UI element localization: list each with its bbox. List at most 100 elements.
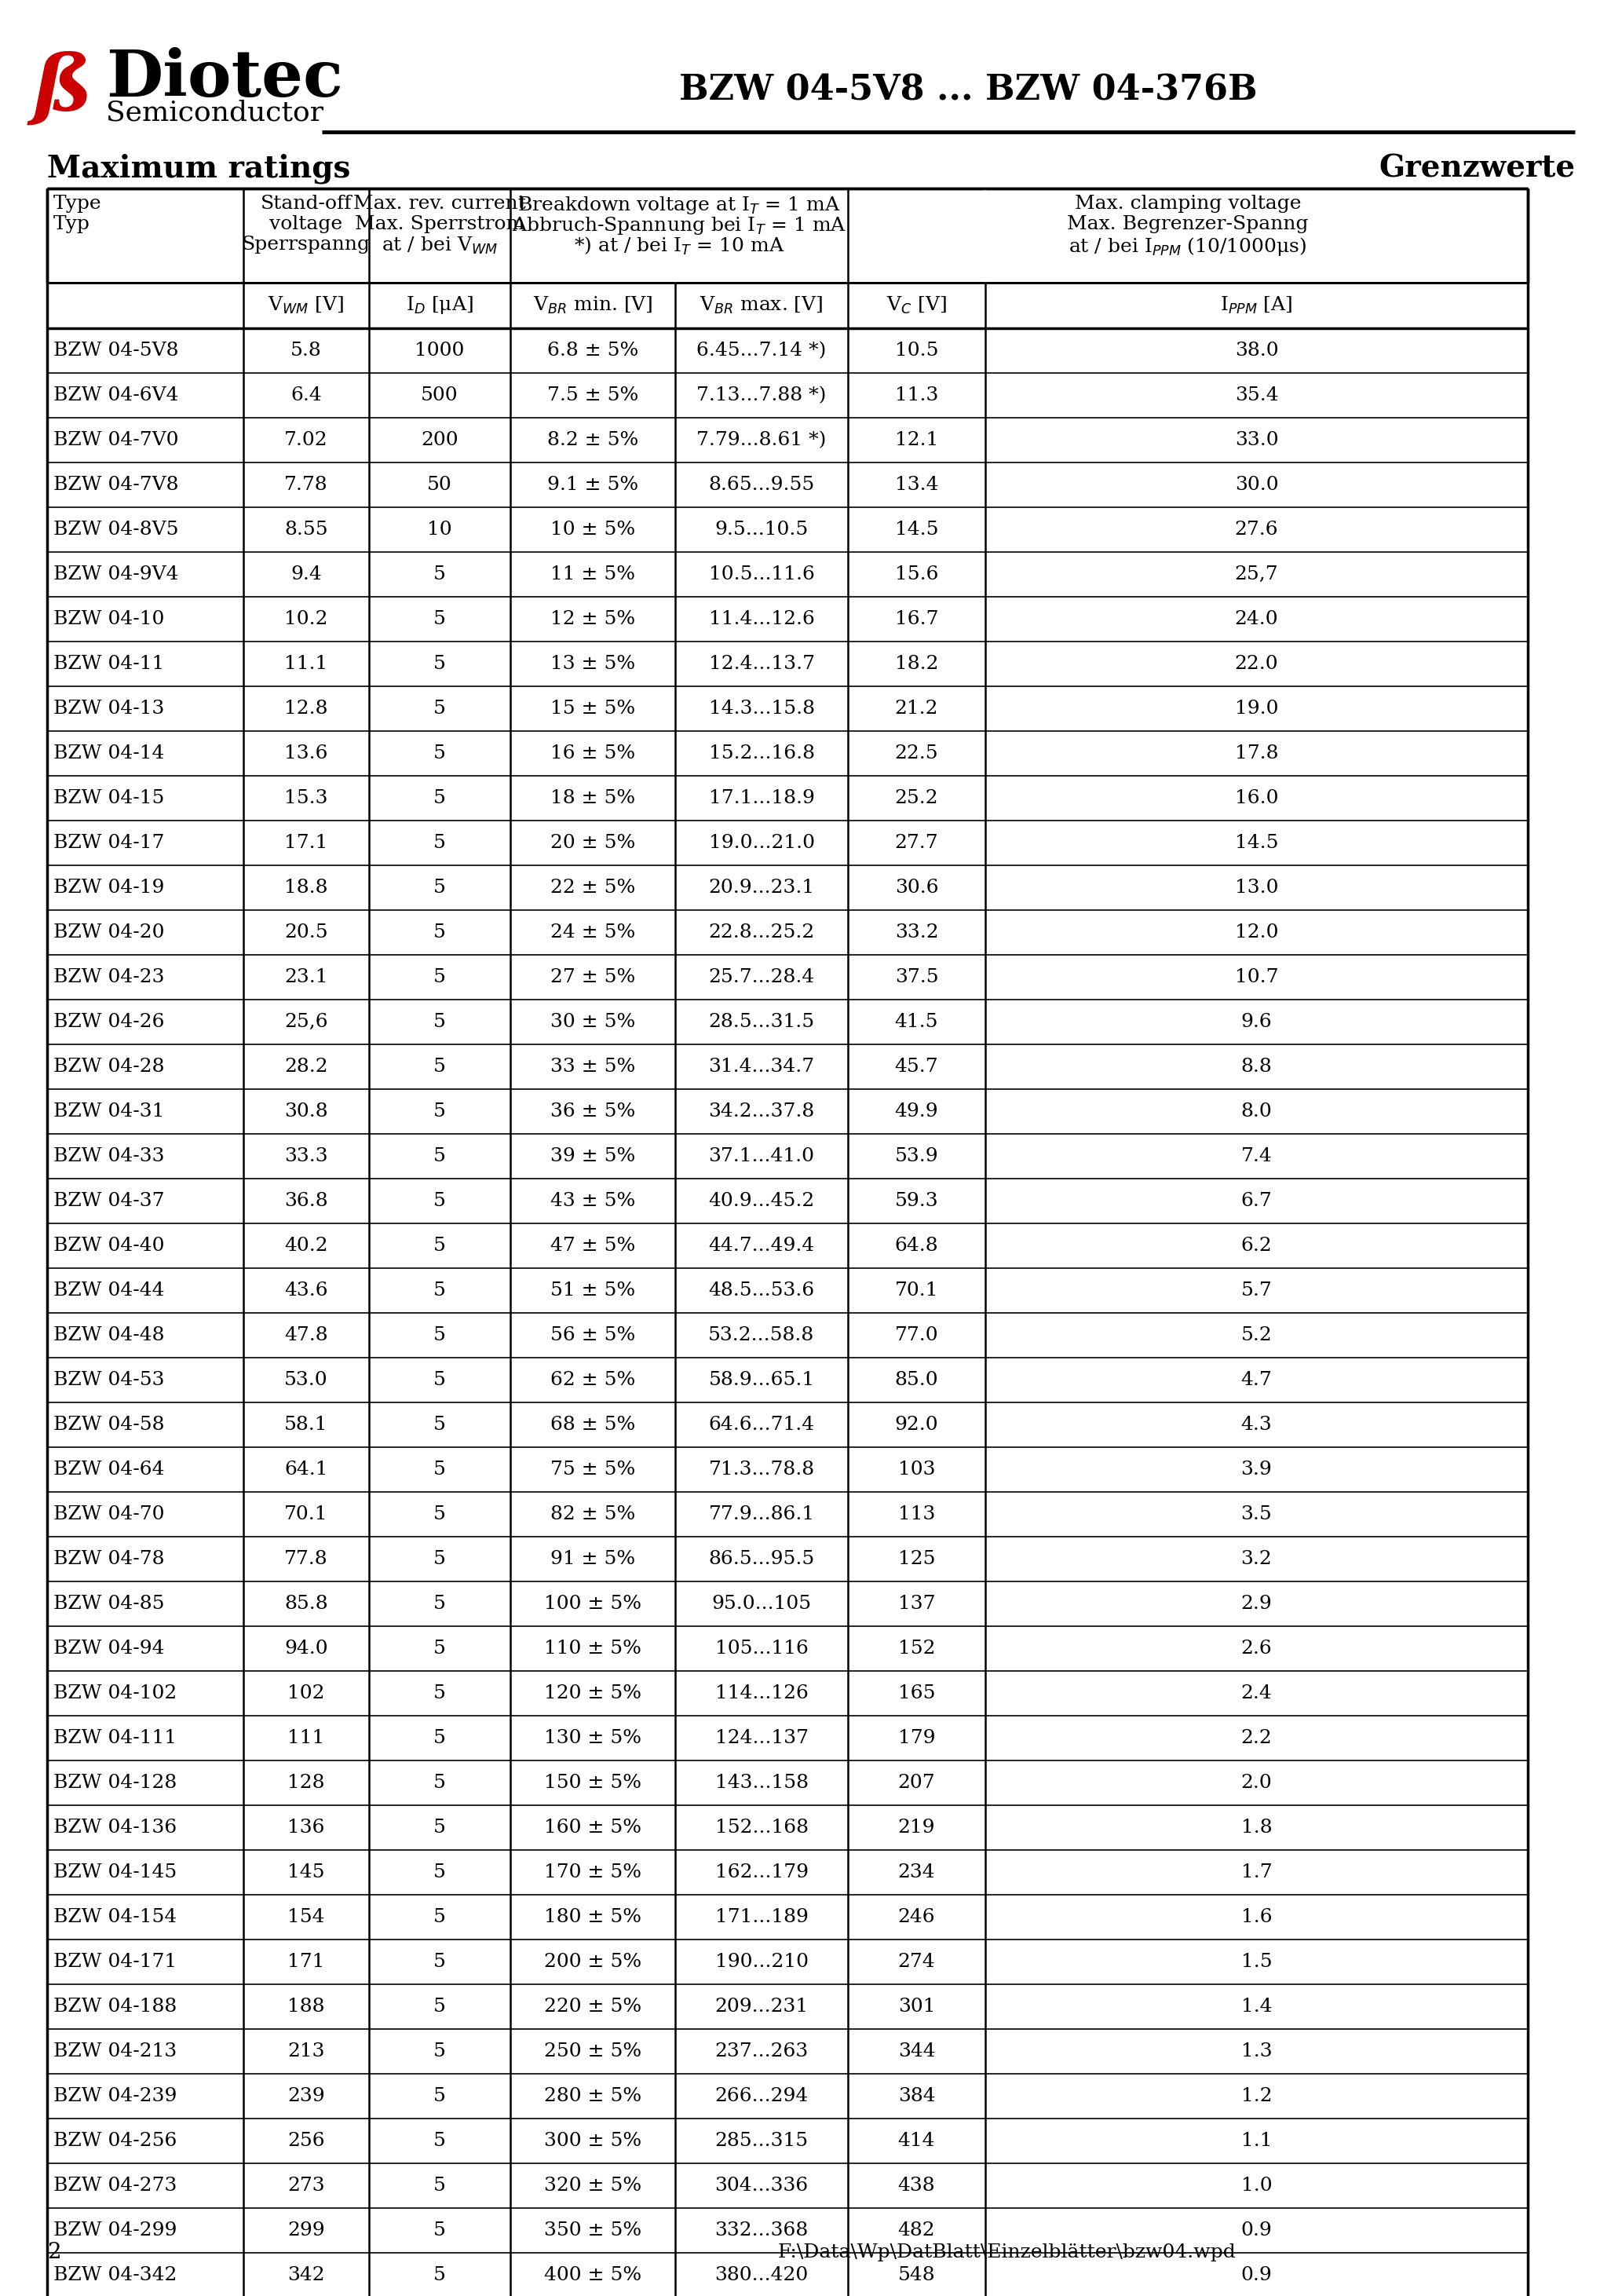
Text: 28.5...31.5: 28.5...31.5 xyxy=(709,1013,814,1031)
Text: 207: 207 xyxy=(899,1775,936,1791)
Text: 103: 103 xyxy=(899,1460,936,1479)
Text: 152...168: 152...168 xyxy=(715,1818,808,1837)
Text: BZW 04-5V8 ... BZW 04-376B: BZW 04-5V8 ... BZW 04-376B xyxy=(680,73,1257,108)
Text: 400 ± 5%: 400 ± 5% xyxy=(543,2266,641,2285)
Text: 49.9: 49.9 xyxy=(895,1102,939,1120)
Text: 482: 482 xyxy=(899,2223,936,2239)
Text: Breakdown voltage at I$_T$ = 1 mA: Breakdown voltage at I$_T$ = 1 mA xyxy=(517,195,840,216)
Text: 2.0: 2.0 xyxy=(1241,1775,1272,1791)
Text: Typ: Typ xyxy=(54,216,91,234)
Text: 4.7: 4.7 xyxy=(1241,1371,1272,1389)
Text: 200 ± 5%: 200 ± 5% xyxy=(543,1954,641,1970)
Text: 1.6: 1.6 xyxy=(1241,1908,1272,1926)
Text: 68 ± 5%: 68 ± 5% xyxy=(550,1417,636,1433)
Text: BZW 04-10: BZW 04-10 xyxy=(54,611,164,629)
Text: 70.1: 70.1 xyxy=(284,1506,328,1522)
Text: Max. rev. current: Max. rev. current xyxy=(354,195,526,214)
Text: 45.7: 45.7 xyxy=(895,1058,939,1077)
Text: 5: 5 xyxy=(433,2177,446,2195)
Text: 500: 500 xyxy=(422,386,459,404)
Text: 152: 152 xyxy=(899,1639,936,1658)
Text: 332...368: 332...368 xyxy=(715,2223,808,2239)
Text: 234: 234 xyxy=(899,1864,936,1880)
Text: 9.5...10.5: 9.5...10.5 xyxy=(715,521,808,540)
Text: BZW 04-102: BZW 04-102 xyxy=(54,1685,177,1701)
Text: 5: 5 xyxy=(433,611,446,629)
Text: 13.4: 13.4 xyxy=(895,475,939,494)
Text: 17.1: 17.1 xyxy=(284,833,328,852)
Text: 19.0: 19.0 xyxy=(1234,700,1278,719)
Text: 33.2: 33.2 xyxy=(895,923,939,941)
Text: BZW 04-5V8: BZW 04-5V8 xyxy=(54,342,178,360)
Text: 41.5: 41.5 xyxy=(895,1013,939,1031)
Text: 64.1: 64.1 xyxy=(284,1460,328,1479)
Text: 11 ± 5%: 11 ± 5% xyxy=(550,565,636,583)
Text: 5: 5 xyxy=(433,565,446,583)
Text: 150 ± 5%: 150 ± 5% xyxy=(543,1775,641,1791)
Text: Stand-off: Stand-off xyxy=(261,195,352,214)
Text: 5: 5 xyxy=(433,1281,446,1300)
Text: 136: 136 xyxy=(287,1818,324,1837)
Text: 5: 5 xyxy=(433,2133,446,2149)
Text: 5: 5 xyxy=(433,790,446,808)
Text: 179: 179 xyxy=(899,1729,936,1747)
Text: 125: 125 xyxy=(899,1550,936,1568)
Text: 384: 384 xyxy=(899,2087,936,2105)
Text: 22.8...25.2: 22.8...25.2 xyxy=(709,923,814,941)
Text: 5: 5 xyxy=(433,2223,446,2239)
Text: 38.0: 38.0 xyxy=(1234,342,1278,360)
Text: 17.1...18.9: 17.1...18.9 xyxy=(709,790,814,808)
Text: 171...189: 171...189 xyxy=(715,1908,808,1926)
Text: 53.2...58.8: 53.2...58.8 xyxy=(709,1327,814,1343)
Text: I$_D$ [μA]: I$_D$ [μA] xyxy=(406,294,474,317)
Text: 5.8: 5.8 xyxy=(290,342,321,360)
Text: 10.5...11.6: 10.5...11.6 xyxy=(709,565,814,583)
Text: 280 ± 5%: 280 ± 5% xyxy=(543,2087,641,2105)
Text: BZW 04-85: BZW 04-85 xyxy=(54,1596,164,1612)
Text: BZW 04-7V8: BZW 04-7V8 xyxy=(54,475,178,494)
Text: 53.9: 53.9 xyxy=(895,1148,939,1166)
Text: 5: 5 xyxy=(433,1818,446,1837)
Text: 6.8 ± 5%: 6.8 ± 5% xyxy=(547,342,639,360)
Text: 8.2 ± 5%: 8.2 ± 5% xyxy=(547,432,639,450)
Text: 18 ± 5%: 18 ± 5% xyxy=(550,790,636,808)
Text: 51 ± 5%: 51 ± 5% xyxy=(550,1281,636,1300)
Text: 15.6: 15.6 xyxy=(895,565,939,583)
Text: BZW 04-128: BZW 04-128 xyxy=(54,1775,177,1791)
Text: 12.0: 12.0 xyxy=(1234,923,1278,941)
Text: 137: 137 xyxy=(899,1596,936,1612)
Text: 3.2: 3.2 xyxy=(1241,1550,1272,1568)
Text: 2.4: 2.4 xyxy=(1241,1685,1272,1701)
Text: 3.5: 3.5 xyxy=(1241,1506,1272,1522)
Text: BZW 04-13: BZW 04-13 xyxy=(54,700,164,719)
Text: V$_{BR}$ max. [V]: V$_{BR}$ max. [V] xyxy=(699,296,824,317)
Text: BZW 04-31: BZW 04-31 xyxy=(54,1102,164,1120)
Text: 5.2: 5.2 xyxy=(1241,1327,1272,1343)
Text: 300 ± 5%: 300 ± 5% xyxy=(543,2133,641,2149)
Text: 1.1: 1.1 xyxy=(1241,2133,1272,2149)
Text: 15.2...16.8: 15.2...16.8 xyxy=(709,744,814,762)
Text: 47 ± 5%: 47 ± 5% xyxy=(550,1238,636,1256)
Text: Sperrspanng: Sperrspanng xyxy=(242,236,370,253)
Text: 160 ± 5%: 160 ± 5% xyxy=(543,1818,641,1837)
Text: Max. Begrenzer-Spanng: Max. Begrenzer-Spanng xyxy=(1067,216,1309,234)
Text: BZW 04-111: BZW 04-111 xyxy=(54,1729,177,1747)
Text: 113: 113 xyxy=(899,1506,936,1522)
Text: 239: 239 xyxy=(287,2087,324,2105)
Text: 94.0: 94.0 xyxy=(284,1639,328,1658)
Text: 0.9: 0.9 xyxy=(1241,2266,1272,2285)
Text: BZW 04-23: BZW 04-23 xyxy=(54,969,164,987)
Text: BZW 04-70: BZW 04-70 xyxy=(54,1506,164,1522)
Text: BZW 04-136: BZW 04-136 xyxy=(54,1818,177,1837)
Text: BZW 04-26: BZW 04-26 xyxy=(54,1013,164,1031)
Text: 5: 5 xyxy=(433,1460,446,1479)
Text: BZW 04-8V5: BZW 04-8V5 xyxy=(54,521,178,540)
Text: 10 ± 5%: 10 ± 5% xyxy=(550,521,636,540)
Text: 220 ± 5%: 220 ± 5% xyxy=(543,1998,641,2016)
Text: BZW 04-48: BZW 04-48 xyxy=(54,1327,164,1343)
Text: 27 ± 5%: 27 ± 5% xyxy=(550,969,636,987)
Text: 5: 5 xyxy=(433,654,446,673)
Text: 24.0: 24.0 xyxy=(1234,611,1278,629)
Text: 1000: 1000 xyxy=(415,342,464,360)
Text: 1.5: 1.5 xyxy=(1241,1954,1272,1970)
